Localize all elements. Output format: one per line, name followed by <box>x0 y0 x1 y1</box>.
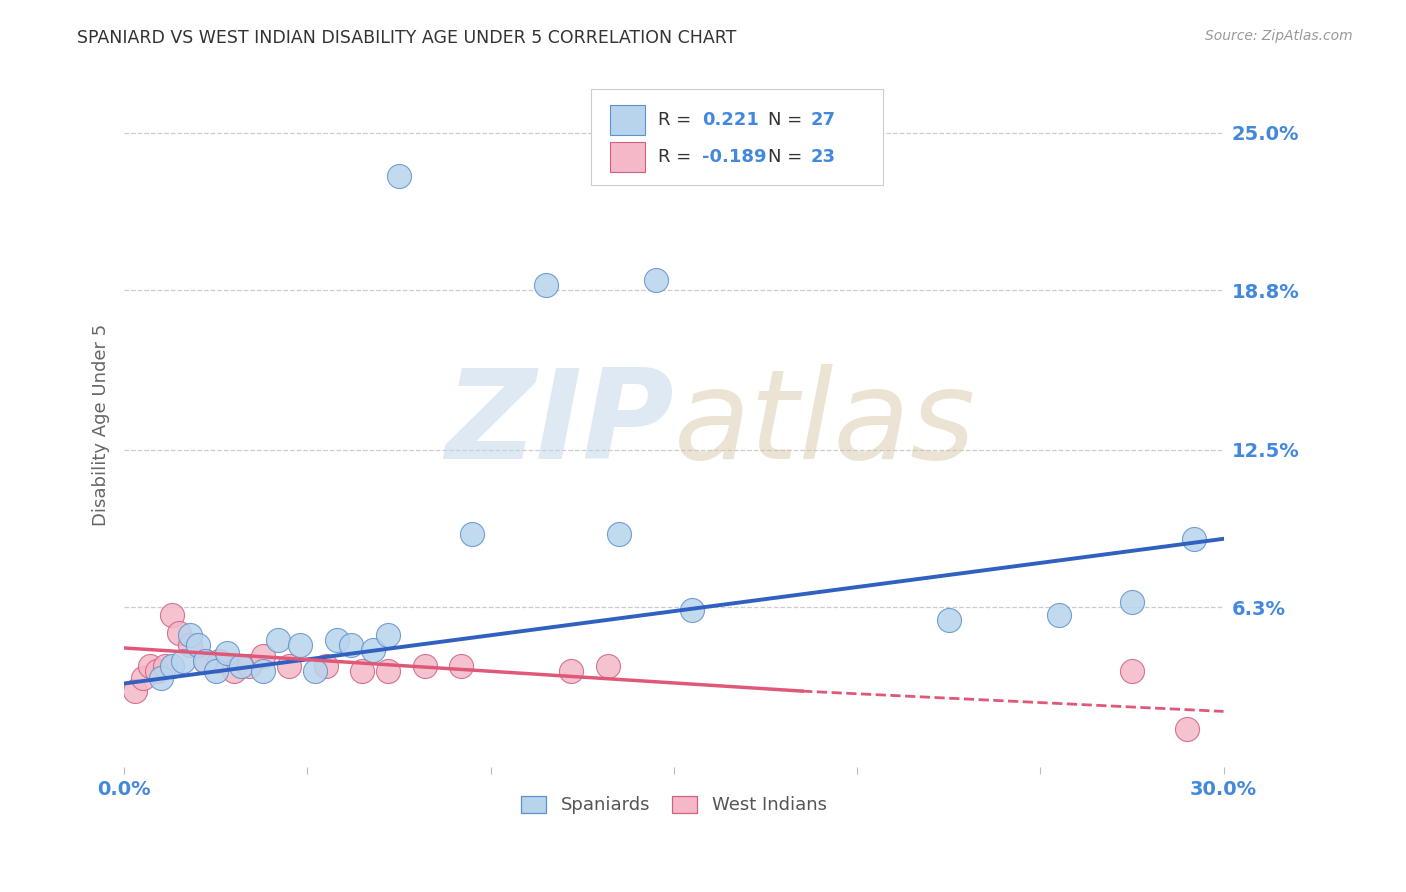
Point <box>205 664 228 678</box>
Point <box>938 613 960 627</box>
Point <box>607 526 630 541</box>
Point <box>413 658 436 673</box>
Point <box>1175 722 1198 736</box>
Point <box>352 664 374 678</box>
Point <box>139 658 162 673</box>
Point <box>252 648 274 663</box>
Point <box>340 639 363 653</box>
Point <box>194 654 217 668</box>
Text: N =: N = <box>769 147 808 166</box>
Point <box>461 526 484 541</box>
Text: -0.189: -0.189 <box>703 147 766 166</box>
FancyBboxPatch shape <box>610 142 645 171</box>
Point <box>194 654 217 668</box>
Point <box>596 658 619 673</box>
Point <box>224 664 246 678</box>
Point <box>208 654 231 668</box>
FancyBboxPatch shape <box>592 88 883 185</box>
Point <box>388 169 411 183</box>
Point <box>179 628 201 642</box>
Point <box>124 684 146 698</box>
Text: 23: 23 <box>810 147 835 166</box>
Point <box>377 664 399 678</box>
Text: Source: ZipAtlas.com: Source: ZipAtlas.com <box>1205 29 1353 43</box>
Y-axis label: Disability Age Under 5: Disability Age Under 5 <box>93 324 110 525</box>
Point <box>681 603 703 617</box>
Text: R =: R = <box>658 111 697 128</box>
Point <box>1121 595 1143 609</box>
Point <box>304 664 326 678</box>
Point <box>252 664 274 678</box>
Point <box>231 658 253 673</box>
Text: SPANIARD VS WEST INDIAN DISABILITY AGE UNDER 5 CORRELATION CHART: SPANIARD VS WEST INDIAN DISABILITY AGE U… <box>77 29 737 46</box>
Point <box>377 628 399 642</box>
Legend: Spaniards, West Indians: Spaniards, West Indians <box>512 787 835 823</box>
Point <box>560 664 582 678</box>
Text: 27: 27 <box>810 111 835 128</box>
Point <box>215 646 238 660</box>
Text: 0.221: 0.221 <box>703 111 759 128</box>
Point <box>1182 532 1205 546</box>
Point <box>149 672 172 686</box>
Point <box>238 658 260 673</box>
Point <box>160 658 183 673</box>
Text: N =: N = <box>769 111 808 128</box>
Point <box>288 639 311 653</box>
Text: R =: R = <box>658 147 697 166</box>
Point <box>1047 607 1070 622</box>
Point <box>186 639 208 653</box>
Point <box>267 633 290 648</box>
Point <box>160 607 183 622</box>
Point <box>131 672 153 686</box>
Point <box>153 658 176 673</box>
Point <box>167 625 190 640</box>
Point <box>172 654 194 668</box>
Point <box>146 664 169 678</box>
Point <box>1121 664 1143 678</box>
FancyBboxPatch shape <box>610 104 645 135</box>
Point <box>278 658 301 673</box>
Point <box>315 658 337 673</box>
Point <box>363 643 385 657</box>
Point <box>326 633 349 648</box>
Point <box>179 639 201 653</box>
Point <box>534 277 557 292</box>
Point <box>644 273 666 287</box>
Text: ZIP: ZIP <box>446 364 673 485</box>
Text: atlas: atlas <box>673 364 976 485</box>
Point <box>450 658 472 673</box>
